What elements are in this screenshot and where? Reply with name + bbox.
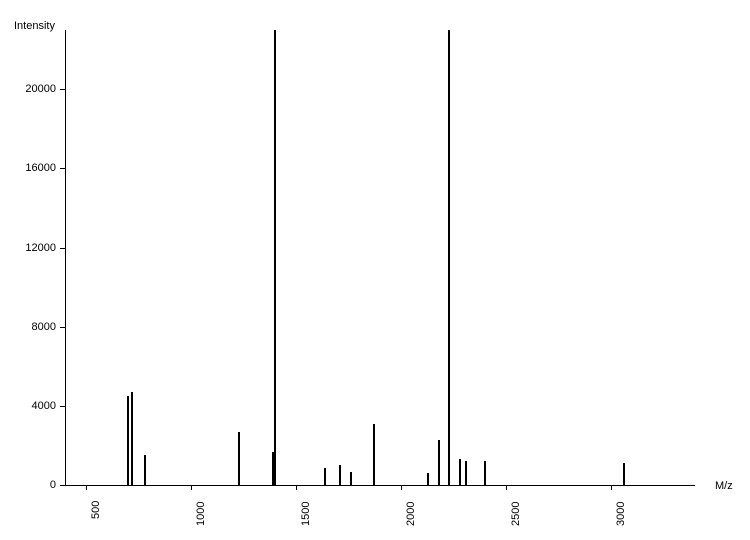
- spectrum-peak: [623, 463, 625, 485]
- y-tick: [60, 327, 65, 328]
- x-axis-title: M/z: [715, 480, 733, 492]
- spectrum-peak: [373, 424, 375, 485]
- x-tick: [611, 485, 612, 490]
- spectrum-peak: [339, 465, 341, 485]
- x-tick: [86, 485, 87, 490]
- x-tick: [401, 485, 402, 490]
- y-tick-label: 12000: [0, 242, 56, 254]
- spectrum-peak: [465, 461, 467, 485]
- y-tick-label: 8000: [0, 321, 56, 333]
- spectrum-peak: [131, 392, 133, 485]
- mass-spectrum-chart: Intensity M/z 0 4000 8000 12000 16000 20000 5…: [0, 0, 750, 540]
- spectrum-peak: [238, 432, 240, 485]
- y-axis-title: Intensity: [14, 20, 55, 32]
- x-tick-label: 2500: [510, 502, 522, 526]
- x-tick: [296, 485, 297, 490]
- x-tick-label: 500: [90, 501, 102, 519]
- x-tick-label: 2000: [405, 502, 417, 526]
- x-axis-line: [65, 485, 695, 486]
- spectrum-peak: [459, 459, 461, 485]
- y-tick: [60, 406, 65, 407]
- spectrum-peak: [144, 455, 146, 485]
- spectrum-peak: [127, 396, 129, 485]
- y-tick-label: 0: [0, 479, 56, 491]
- x-tick-label: 3000: [615, 502, 627, 526]
- y-tick-label: 16000: [0, 162, 56, 174]
- spectrum-peak: [438, 440, 440, 485]
- y-axis-line: [65, 30, 66, 485]
- spectrum-peak: [274, 30, 276, 485]
- y-tick: [60, 248, 65, 249]
- y-tick: [60, 89, 65, 90]
- spectrum-peak: [484, 461, 486, 485]
- x-tick-label: 1000: [195, 502, 207, 526]
- x-tick-label: 1500: [300, 502, 312, 526]
- y-tick: [60, 168, 65, 169]
- y-tick: [60, 485, 65, 486]
- y-tick-label: 20000: [0, 83, 56, 95]
- spectrum-peak: [427, 473, 429, 485]
- spectrum-peak: [350, 472, 352, 485]
- spectrum-peak: [448, 30, 450, 485]
- x-tick: [506, 485, 507, 490]
- y-tick-label: 4000: [0, 400, 56, 412]
- spectrum-peak: [324, 468, 326, 485]
- x-tick: [191, 485, 192, 490]
